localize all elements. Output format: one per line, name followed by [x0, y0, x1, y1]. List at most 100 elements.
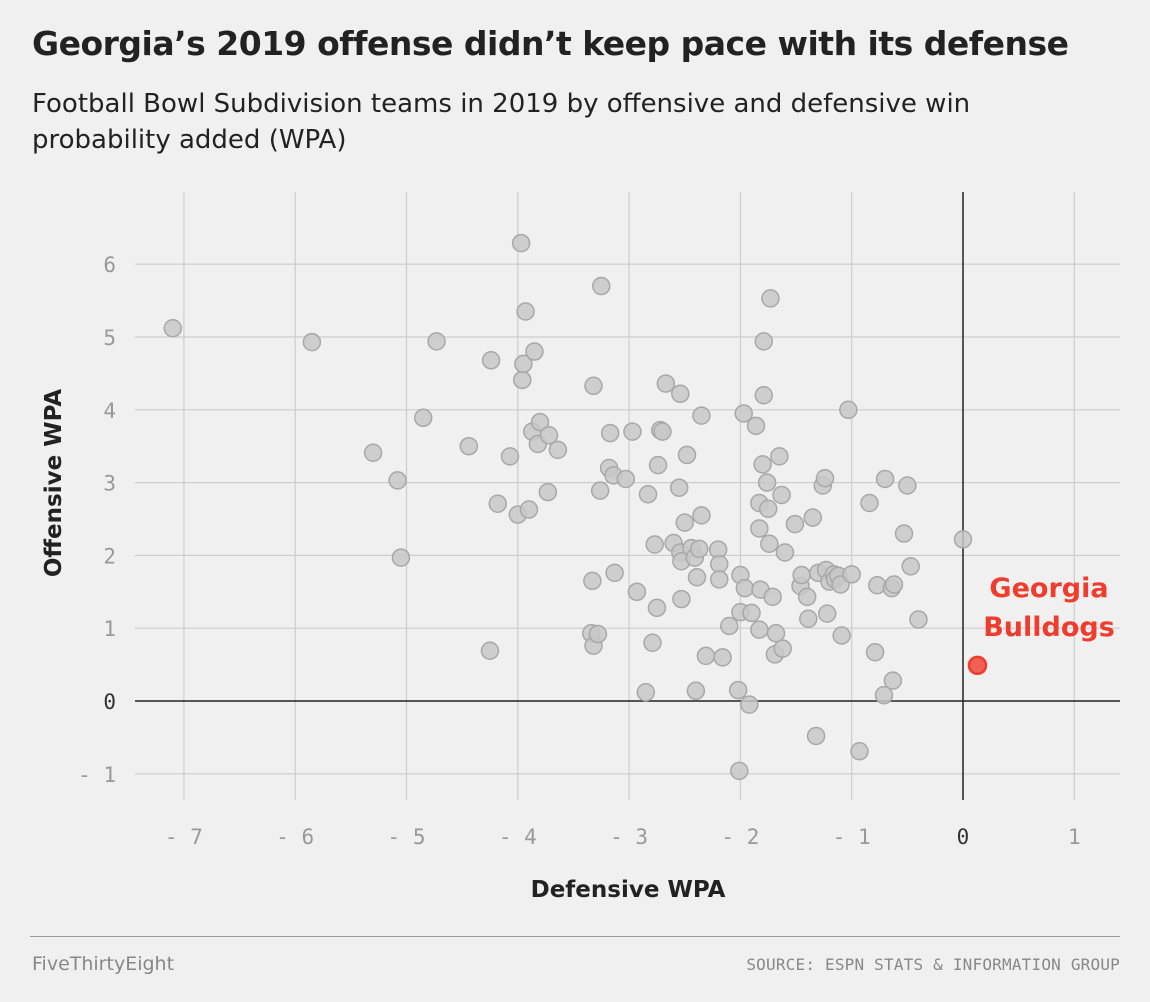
team-point [710, 570, 729, 589]
team-point [643, 633, 662, 653]
tick-labels: - 7 - 6 - 5 - 4 - 3 - 2 - 1 0 1 - 1 0 1 2 3 4 5 6 [78, 253, 1081, 849]
team-point [713, 648, 732, 667]
team-point [875, 469, 895, 489]
team-point [770, 447, 789, 466]
team-point [516, 302, 535, 321]
team-point [672, 589, 691, 609]
team-point [696, 646, 716, 666]
team-point [583, 571, 602, 591]
x-tick-label: - 1 [833, 825, 871, 849]
x-tick-label: - 3 [610, 825, 648, 849]
team-point [775, 543, 795, 562]
team-point [627, 582, 647, 602]
y-tick-label: 2 [103, 544, 116, 568]
team-point [519, 500, 539, 519]
data-points [163, 233, 973, 781]
team-point [815, 468, 835, 488]
team-point [636, 683, 656, 702]
team-point [740, 695, 759, 714]
team-point [953, 530, 973, 549]
georgia-label: Bulldogs [983, 612, 1115, 643]
team-point [645, 535, 664, 554]
team-point [481, 351, 501, 370]
x-tick-label: 1 [1068, 825, 1081, 849]
y-tick-label: - 1 [78, 763, 116, 787]
team-point [648, 455, 668, 475]
y-tick-label: 5 [103, 326, 116, 350]
team-point [427, 332, 446, 351]
team-point [865, 642, 885, 662]
team-point [832, 626, 851, 645]
team-point [459, 436, 479, 456]
x-tick-label: - 4 [499, 825, 537, 849]
chart-subtitle: Football Bowl Subdivision teams in 2019 … [32, 89, 971, 155]
team-point [511, 233, 531, 253]
team-point [592, 276, 611, 296]
zero-axes [135, 192, 1120, 800]
team-point [689, 539, 709, 559]
team-point [734, 404, 753, 423]
team-point [883, 671, 903, 690]
georgia-point [967, 655, 988, 676]
team-point [671, 384, 690, 404]
x-tick-label: - 2 [721, 825, 759, 849]
team-point [584, 376, 603, 396]
team-point [799, 609, 818, 628]
team-point [884, 575, 904, 594]
team-point [730, 761, 749, 781]
team-point [797, 587, 817, 607]
team-point [548, 440, 568, 460]
team-point [605, 563, 624, 583]
y-tick-label: 1 [103, 617, 116, 641]
team-point [874, 685, 894, 705]
team-point [757, 473, 777, 492]
chart-title: Georgia’s 2019 offense didn’t keep pace … [32, 24, 1069, 63]
footer-divider [30, 936, 1120, 937]
team-point [480, 641, 500, 661]
x-tick-label: 0 [957, 825, 970, 849]
team-point [539, 426, 559, 445]
team-point [901, 557, 920, 576]
team-point [413, 408, 433, 428]
team-point [638, 484, 658, 504]
team-point [692, 506, 711, 525]
team-point [909, 610, 928, 629]
team-point [675, 513, 694, 532]
team-point [653, 422, 672, 441]
team-point [792, 565, 811, 585]
y-axis-label: Offensive WPA [41, 389, 67, 577]
team-point [720, 616, 739, 636]
team-point [391, 548, 411, 567]
team-point [842, 565, 861, 584]
x-tick-label: - 5 [388, 825, 426, 849]
team-point [525, 342, 544, 361]
team-point [735, 578, 755, 598]
team-point [677, 445, 697, 465]
team-point [686, 681, 706, 701]
team-point [590, 481, 610, 500]
team-point [623, 422, 642, 441]
team-point [850, 741, 869, 761]
team-point [388, 471, 407, 490]
y-tick-label: 3 [103, 472, 116, 496]
team-point [669, 478, 689, 497]
team-point [616, 469, 636, 489]
team-point [806, 726, 826, 746]
highlight-group: Georgia Bulldogs [967, 573, 1115, 676]
georgia-label: Georgia [989, 573, 1108, 604]
team-point [761, 289, 780, 308]
team-point [898, 476, 917, 495]
team-point [692, 406, 711, 425]
team-point [860, 493, 879, 513]
team-point [894, 524, 914, 543]
team-point [728, 680, 748, 700]
y-tick-label: 0 [103, 690, 116, 714]
team-point [163, 319, 183, 338]
team-point [647, 598, 667, 618]
grid-lines [135, 192, 1120, 800]
team-point [514, 354, 533, 374]
team-point [754, 332, 774, 351]
team-point [754, 385, 774, 405]
y-tick-label: 6 [103, 253, 116, 277]
